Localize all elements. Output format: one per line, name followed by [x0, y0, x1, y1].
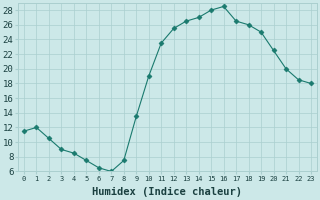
- X-axis label: Humidex (Indice chaleur): Humidex (Indice chaleur): [92, 187, 243, 197]
